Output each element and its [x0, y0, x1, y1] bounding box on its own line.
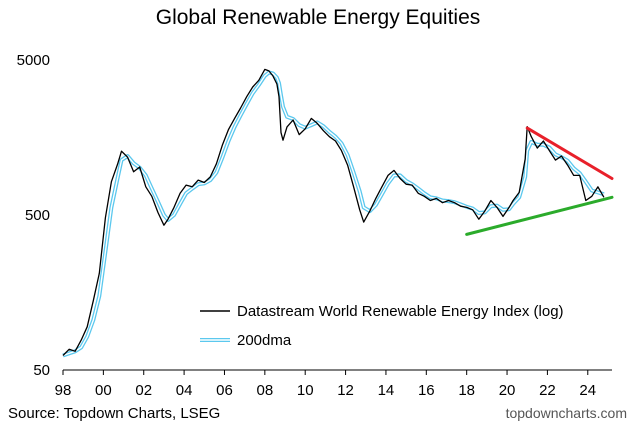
x-tick-label: 00 [95, 382, 112, 399]
x-tick-label: 12 [337, 382, 354, 399]
trendline-red-resistance [525, 126, 614, 180]
x-tick-label: 04 [176, 382, 193, 399]
x-tick-label: 16 [418, 382, 435, 399]
x-tick-label: 14 [378, 382, 395, 399]
legend-item-index: Datastream World Renewable Energy Index … [200, 303, 564, 320]
chart-title: Global Renewable Energy Equities [156, 6, 481, 29]
trendline-green-support [465, 195, 614, 236]
legend-item-200dma: 200dma [200, 332, 292, 349]
y-tick-label: 50 [33, 362, 50, 379]
y-tick-label: 500 [25, 207, 50, 224]
legend-label-200dma: 200dma [237, 332, 292, 349]
x-tick-label: 20 [499, 382, 516, 399]
x-tick-label: 18 [458, 382, 475, 399]
x-tick-label: 08 [256, 382, 273, 399]
x-tick-label: 10 [297, 382, 314, 399]
series-layer [62, 68, 605, 358]
x-tick-label: 02 [135, 382, 152, 399]
plot-area: 98 00 02 04 06 08 10 12 14 16 18 20 22 24 5000 500 50 [17, 52, 614, 399]
x-tick-label: 98 [55, 382, 72, 399]
y-tick-label: 5000 [17, 52, 50, 69]
legend: Datastream World Renewable Energy Index … [200, 303, 564, 349]
brand-note: topdowncharts.com [506, 405, 627, 421]
x-tick-label: 22 [539, 382, 556, 399]
source-note: Source: Topdown Charts, LSEG [8, 405, 220, 422]
y-axis-ticks: 5000 500 50 [17, 52, 50, 379]
trendline-layer [465, 126, 614, 236]
x-tick-label: 06 [216, 382, 233, 399]
series-index-line [62, 68, 605, 356]
x-axis-ticks: 98 00 02 04 06 08 10 12 14 16 18 20 22 24 [55, 370, 596, 399]
series-200dma-core [62, 71, 605, 357]
legend-label-index: Datastream World Renewable Energy Index … [237, 303, 564, 320]
x-tick-label: 24 [579, 382, 596, 399]
